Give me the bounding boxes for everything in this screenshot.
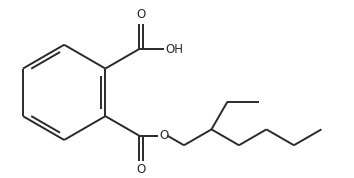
Text: O: O — [136, 163, 145, 176]
Text: O: O — [136, 8, 145, 21]
Text: O: O — [159, 129, 169, 142]
Text: OH: OH — [165, 43, 183, 56]
